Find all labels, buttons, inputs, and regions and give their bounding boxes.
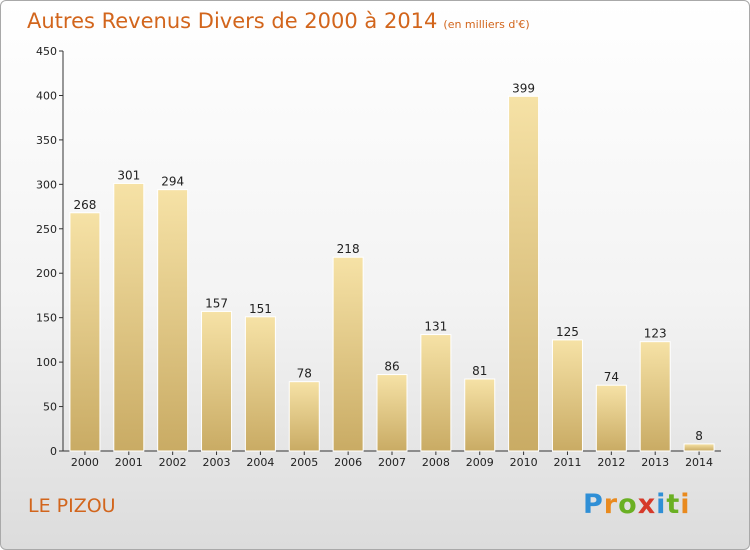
y-tick-label: 0 [50,445,57,458]
bar [157,189,189,452]
x-tick-label: 2007 [378,456,406,469]
commune-name: LE PIZOU [28,495,116,517]
data-label: 157 [205,296,228,310]
bar [508,95,540,452]
bar [420,334,452,452]
bar [113,182,145,452]
x-tick-label: 2012 [597,456,625,469]
bar [288,381,320,452]
y-tick-label: 150 [36,312,57,325]
logo-letter: x [637,489,657,520]
bar [332,256,364,452]
data-label: 294 [161,175,184,189]
x-tick-label: 2006 [334,456,362,469]
axes: 0 50 100 150 200 250 300 350 400 450 2000 2001 2002 2… [36,45,721,469]
y-tick-label: 300 [36,178,57,191]
bar [69,212,101,452]
x-tick-label: 2004 [246,456,274,469]
y-tick-label: 400 [36,89,57,102]
logo-letter: t [666,489,681,520]
data-label: 86 [384,360,399,374]
data-label: 301 [117,168,140,182]
data-label: 268 [73,198,96,212]
x-tick-label: 2003 [203,456,231,469]
y-tick-label: 350 [36,134,57,147]
x-tick-label: 2010 [510,456,538,469]
x-tick-label: 2002 [159,456,187,469]
data-label: 218 [337,242,360,256]
bar [595,384,627,452]
data-label: 8 [695,429,703,443]
logo-letter: o [618,489,638,520]
bar [244,316,276,452]
data-label: 151 [249,302,272,316]
logo-letter: i [680,489,691,520]
y-tick-label: 100 [36,356,57,369]
logo-letter: P [583,489,604,520]
data-label: 74 [604,370,619,384]
logo-letter: r [603,489,619,520]
bar [551,339,583,452]
data-label: 81 [472,364,487,378]
bar [683,443,715,452]
x-tick-label: 2009 [466,456,494,469]
chart-title: Autres Revenus Divers de 2000 à 2014 (en … [27,9,530,33]
data-label: 399 [512,81,535,95]
bar [201,310,233,452]
y-tick-label: 250 [36,223,57,236]
chart-subtitle: (en milliers d'€) [443,18,530,31]
x-tick-label: 2008 [422,456,450,469]
bar [639,341,671,452]
data-label: 131 [424,320,447,334]
data-label: 123 [644,327,667,341]
bar [464,378,496,452]
y-tick-label: 50 [43,401,57,414]
data-label: 78 [297,367,312,381]
bars: 268 301 294 157 151 78 218 86 131 81 399 125 74 123 8 [69,81,715,452]
x-tick-label: 2001 [115,456,143,469]
proxiti-logo: Proxiti [583,489,691,520]
data-label: 125 [556,325,579,339]
bar [376,374,408,452]
x-tick-label: 2011 [553,456,581,469]
x-tick-label: 2013 [641,456,669,469]
y-tick-label: 450 [36,45,57,58]
x-tick-label: 2014 [685,456,713,469]
logo-letter: i [656,489,667,520]
y-tick-label: 200 [36,267,57,280]
x-tick-label: 2005 [290,456,318,469]
x-tick-label: 2000 [71,456,99,469]
